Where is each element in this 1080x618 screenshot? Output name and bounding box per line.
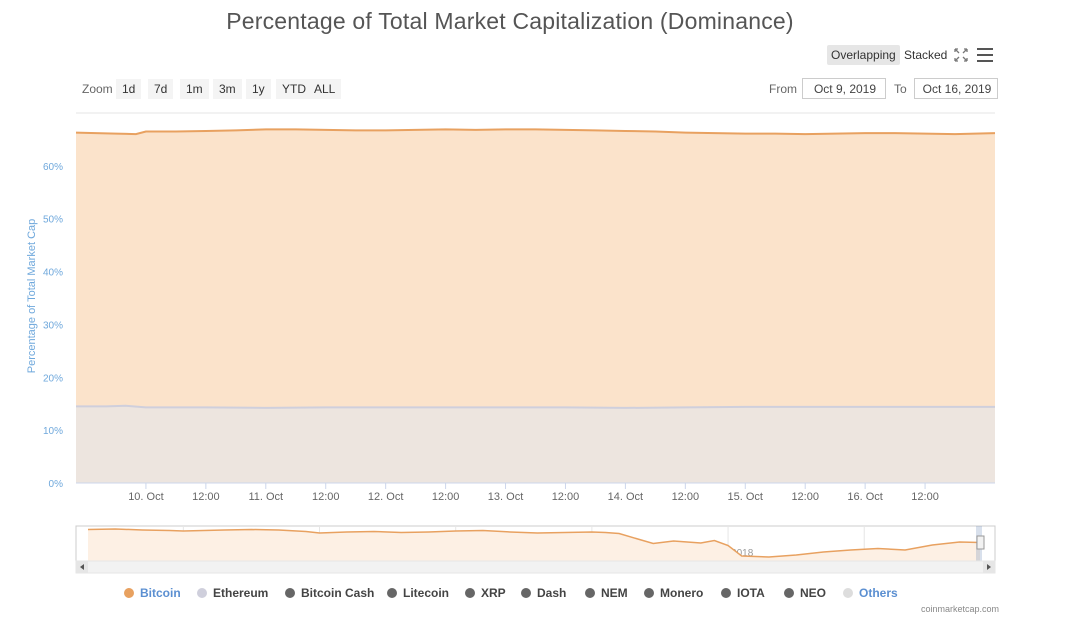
x-tick-label: 13. Oct xyxy=(488,491,523,503)
legend-dot-icon xyxy=(197,588,207,598)
series-line-ethereum xyxy=(76,404,995,409)
zoom-all-button[interactable]: ALL xyxy=(308,79,342,99)
y-tick-label: 20% xyxy=(43,373,63,384)
x-tick-label: 11. Oct xyxy=(248,491,283,503)
x-tick-label: 12:00 xyxy=(312,491,340,503)
legend-label: Dash xyxy=(537,586,567,600)
x-tick-label: 12:00 xyxy=(192,491,220,503)
navigator-handle[interactable] xyxy=(976,535,985,550)
legend-item-xrp[interactable]: XRP xyxy=(465,586,506,600)
axes: 0% 10% 20% 30% 40% 50% 60% 10. Oct 12:00 11. Oct 1… xyxy=(43,162,995,503)
legend-dot-icon xyxy=(465,588,475,598)
zoom-label: Zoom xyxy=(82,82,113,96)
hamburger-menu-icon[interactable] xyxy=(977,48,993,62)
x-tick-label: 12:00 xyxy=(552,491,580,503)
zoom-3m-button[interactable]: 3m xyxy=(213,79,242,99)
zoom-1m-button[interactable]: 1m xyxy=(180,79,209,99)
navigator-year-label: 2018 xyxy=(731,548,754,559)
legend-label: NEM xyxy=(601,586,628,600)
x-tick-label: 15. Oct xyxy=(728,491,763,503)
series-area-bitcoin xyxy=(76,129,995,483)
x-tick-label: 12. Oct xyxy=(368,491,403,503)
legend-dot-icon xyxy=(784,588,794,598)
stacked-mode-button[interactable]: Stacked xyxy=(904,48,948,62)
navigator[interactable]: 201420152016201720182019 xyxy=(75,525,996,574)
scroll-left-arrow-icon xyxy=(80,564,84,570)
legend-item-monero[interactable]: Monero xyxy=(644,586,703,600)
legend-label: Monero xyxy=(660,586,704,600)
x-tick-label: 12:00 xyxy=(911,491,939,503)
credit-link[interactable]: coinmarketcap.com xyxy=(921,604,1000,614)
series-line-bitcoin xyxy=(75,128,996,136)
y-tick-label: 60% xyxy=(43,162,63,173)
series-areas xyxy=(75,128,996,483)
x-tick-label: 12:00 xyxy=(432,491,460,503)
legend-item-iota[interactable]: IOTA xyxy=(721,586,765,600)
zoom-7d-button[interactable]: 7d xyxy=(148,79,174,99)
legend-label: Bitcoin Cash xyxy=(301,586,375,600)
y-tick-label: 10% xyxy=(43,426,63,437)
legend-dot-icon xyxy=(124,588,134,598)
x-tick-label: 10. Oct xyxy=(128,491,163,503)
legend-label: NEO xyxy=(800,586,827,600)
from-date-input[interactable] xyxy=(802,78,886,99)
legend-label: Bitcoin xyxy=(140,586,181,600)
scroll-right-arrow-icon xyxy=(987,564,991,570)
legend-dot-icon xyxy=(521,588,531,598)
legend-item-bitcoin-cash[interactable]: Bitcoin Cash xyxy=(285,586,374,600)
legend-label: Ethereum xyxy=(213,586,269,600)
x-tick-label: 14. Oct xyxy=(608,491,643,503)
legend-item-bitcoin[interactable]: Bitcoin xyxy=(124,586,181,600)
x-tick-label: 12:00 xyxy=(672,491,700,503)
y-tick-label: 40% xyxy=(43,268,63,279)
series-area-ethereum xyxy=(76,405,995,483)
zoom-1y-button[interactable]: 1y xyxy=(246,79,271,99)
x-tick-label: 16. Oct xyxy=(847,491,882,503)
legend-label: XRP xyxy=(481,586,506,600)
y-tick-label: 50% xyxy=(43,215,63,226)
from-label: From xyxy=(769,82,797,96)
legend-dot-icon xyxy=(387,588,397,598)
x-tick-label: 12:00 xyxy=(791,491,819,503)
legend-item-ethereum[interactable]: Ethereum xyxy=(197,586,268,600)
legend-dot-icon xyxy=(843,588,853,598)
navigator-scrollbar[interactable] xyxy=(75,560,996,574)
legend-dot-icon xyxy=(644,588,654,598)
y-axis-label: Percentage of Total Market Cap xyxy=(26,219,38,374)
legend-label: Litecoin xyxy=(403,586,450,600)
fullscreen-icon[interactable] xyxy=(953,47,969,63)
legend-dot-icon xyxy=(721,588,731,598)
y-tick-label: 0% xyxy=(49,479,64,490)
legend-item-nem[interactable]: NEM xyxy=(585,586,628,600)
chart-title: Percentage of Total Market Capitalizatio… xyxy=(226,8,794,34)
overlapping-mode-button[interactable]: Overlapping xyxy=(827,45,900,65)
to-label: To xyxy=(894,82,907,96)
legend-item-neo[interactable]: NEO xyxy=(784,586,826,600)
legend-item-dash[interactable]: Dash xyxy=(521,586,566,600)
legend-item-litecoin[interactable]: Litecoin xyxy=(387,586,449,600)
legend-dot-icon xyxy=(585,588,595,598)
zoom-1d-button[interactable]: 1d xyxy=(116,79,142,99)
legend-item-others[interactable]: Others xyxy=(843,586,898,600)
zoom-ytd-button[interactable]: YTD xyxy=(276,79,312,99)
legend-dot-icon xyxy=(285,588,295,598)
legend-label: IOTA xyxy=(737,586,765,600)
to-date-input[interactable] xyxy=(914,78,998,99)
navigator-line xyxy=(87,528,981,558)
legend-label: Others xyxy=(859,586,898,600)
y-tick-label: 30% xyxy=(43,320,63,331)
